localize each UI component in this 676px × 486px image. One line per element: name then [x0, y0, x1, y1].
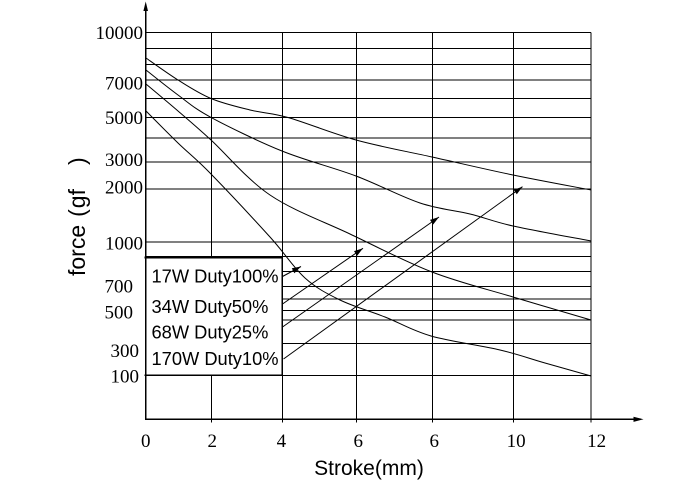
svg-text:17W Duty100%: 17W Duty100%	[152, 266, 279, 287]
svg-text:34W Duty50%: 34W Duty50%	[152, 296, 269, 317]
svg-text:0: 0	[141, 431, 151, 452]
svg-text:7000: 7000	[105, 74, 143, 95]
svg-text:6: 6	[353, 431, 363, 452]
svg-text:10000: 10000	[96, 23, 144, 44]
svg-text:5000: 5000	[105, 108, 143, 129]
svg-text:170W Duty10%: 170W Duty10%	[152, 348, 279, 369]
svg-text:700: 700	[105, 277, 134, 298]
svg-text:3000: 3000	[105, 150, 143, 171]
svg-text:12: 12	[587, 431, 606, 452]
svg-text:2: 2	[207, 431, 217, 452]
svg-text:300: 300	[111, 341, 140, 362]
svg-text:68W Duty25%: 68W Duty25%	[152, 321, 269, 342]
svg-text:Stroke(mm): Stroke(mm)	[314, 457, 424, 480]
svg-text:6: 6	[430, 431, 440, 452]
svg-text:100: 100	[111, 367, 140, 388]
svg-text:10: 10	[507, 431, 526, 452]
svg-text:4: 4	[277, 431, 287, 452]
svg-text:500: 500	[105, 303, 134, 324]
svg-text:1000: 1000	[105, 234, 143, 255]
svg-text:2000: 2000	[105, 178, 143, 199]
